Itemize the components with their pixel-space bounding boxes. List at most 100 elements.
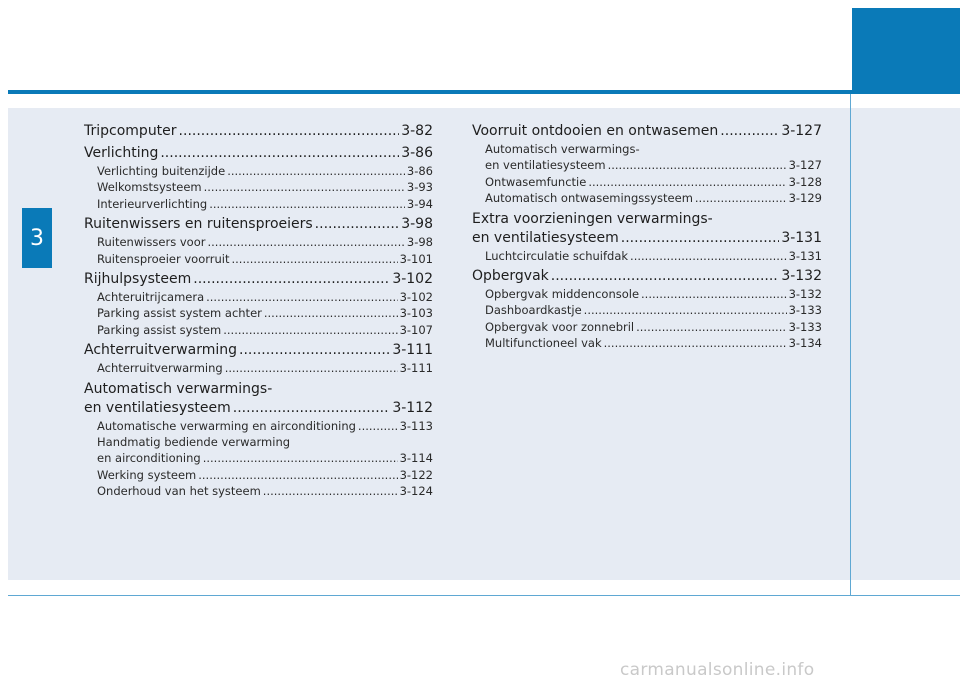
toc-subentry-title: Ruitensproeier voorruit [97, 251, 230, 266]
toc-entry-page: 3-111 [392, 342, 433, 359]
toc-subentry-title: Luchtcirculatie schuifdak [485, 248, 629, 263]
toc-entry-page: 3-132 [781, 268, 822, 285]
toc-subentry-title: Verlichting buitenzijde [97, 164, 226, 178]
toc-subentry[interactable]: Achterruitverwarming 3-111 [84, 360, 433, 376]
toc-entry[interactable]: Verlichting 3-86 [84, 144, 433, 163]
toc-subentry-title: Multifunctioneel vak [485, 336, 602, 351]
toc-subentry-page: 3-86 [406, 164, 433, 178]
toc-subentry-title: Achterruitverwarming [97, 361, 223, 376]
toc-subentry-title: Opbergvak voor zonnebril [485, 319, 635, 334]
toc-subentry-page: 3-133 [788, 303, 822, 318]
toc-subentry-title: Dashboardkastje [485, 303, 582, 318]
toc-subentry-page: 3-94 [406, 196, 433, 211]
toc-subentry[interactable]: Welkomstsysteem 3-93 [84, 179, 433, 195]
chapter-tab: 3 [22, 208, 52, 268]
toc-subentry[interactable]: Opbergvak middenconsole 3-132 [472, 286, 822, 302]
toc-entry-title: en ventilatiesysteem [84, 399, 231, 416]
footer-rule [8, 595, 960, 596]
toc-entry-page: 3-131 [781, 229, 822, 246]
toc-subentry-page: 3-128 [788, 174, 822, 189]
toc-entry[interactable]: Ruitenwissers en ruitensproeiers 3-98 [84, 215, 433, 234]
toc-entry-title: Verlichting [84, 145, 159, 161]
toc-entry[interactable]: Rijhulpsysteem 3-102 [84, 270, 433, 289]
toc-subentry-title: Achteruitrijcamera [97, 290, 205, 305]
toc-subentry-title: Parking assist system achter [97, 306, 262, 321]
toc-entry-title-line: Extra voorzieningen verwarmings- [472, 210, 713, 227]
toc-entry-title-line: Automatisch verwarmings- [84, 380, 273, 397]
toc-subentry-title: en ventilatiesysteem [485, 158, 606, 173]
toc-subentry[interactable]: Parking assist system 3-107 [84, 322, 433, 338]
toc-panel [8, 108, 960, 580]
toc-subentry-title: Werking systeem [97, 467, 197, 482]
toc-subentry-title: Welkomstsysteem [97, 180, 202, 195]
toc-subentry-title: Ontwasemfunctie [485, 174, 587, 189]
toc-subentry[interactable]: en airconditioning 3-114 [84, 450, 433, 466]
toc-subentry[interactable]: Multifunctioneel vak 3-134 [472, 335, 822, 351]
toc-subentry-title: en airconditioning [97, 451, 201, 466]
toc-subentry-title-line: Handmatig bediende verwarming [97, 435, 291, 450]
toc-entry-page: 3-98 [401, 216, 433, 233]
toc-subentry-title: Automatisch ontwasemingssysteem [485, 191, 693, 206]
toc-entry[interactable]: en ventilatiesysteem 3-112 [84, 399, 433, 418]
toc-subentry[interactable]: en ventilatiesysteem 3-127 [472, 157, 822, 173]
toc-subentry[interactable]: Ruitenwissers voor 3-98 [84, 234, 433, 250]
toc-subentry[interactable]: Dashboardkastje 3-133 [472, 302, 822, 318]
toc-entry-title: Opbergvak [472, 268, 549, 285]
toc-entry-title: Tripcomputer [84, 123, 177, 139]
toc-subentry[interactable]: Verlichting buitenzijde 3-86 [84, 163, 433, 179]
toc-subentry[interactable]: Opbergvak voor zonnebril 3-133 [472, 319, 822, 335]
toc-column-left: Tripcomputer 3-82 Verlichting 3-86 Verlich… [84, 122, 433, 500]
toc-entry-page: 3-82 [401, 123, 433, 139]
toc-subentry[interactable]: Parking assist system achter 3-103 [84, 305, 433, 321]
toc-entry-title: Ruitenwissers en ruitensproeiers [84, 216, 313, 233]
toc-column-right: Voorruit ontdooien en ontwasemen 3-127 Au… [472, 122, 822, 352]
toc-subentry-title: Onderhoud van het systeem [97, 484, 261, 499]
toc-subentry-page: 3-132 [788, 287, 822, 302]
toc-entry[interactable]: Achterruitverwarming 3-111 [84, 341, 433, 360]
toc-entry-page: 3-86 [401, 145, 433, 161]
toc-subentry-title-line: Automatisch verwarmings- [485, 142, 640, 156]
toc-subentry-page: 3-134 [788, 336, 822, 351]
toc-entry-title: en ventilatiesysteem [472, 229, 619, 246]
toc-subentry-page: 3-101 [399, 251, 433, 266]
toc-entry[interactable]: Opbergvak 3-132 [472, 267, 822, 286]
header-tab-block [852, 8, 960, 94]
toc-subentry-page: 3-102 [399, 290, 433, 305]
toc-subentry-page: 3-103 [399, 306, 433, 321]
toc-subentry-title: Automatische verwarming en airconditioni… [97, 418, 356, 433]
toc-subentry[interactable]: Werking systeem 3-122 [84, 467, 433, 483]
toc-entry-title: Voorruit ontdooien en ontwasemen [472, 123, 719, 139]
margin-rule [850, 94, 851, 596]
toc-subentry-title: Ruitenwissers voor [97, 235, 206, 250]
toc-subentry-page: 3-113 [399, 418, 433, 433]
toc-subentry-page: 3-107 [399, 322, 433, 337]
toc-subentry-page: 3-129 [788, 191, 822, 206]
toc-subentry-page: 3-114 [399, 451, 433, 466]
toc-subentry[interactable]: Luchtcirculatie schuifdak 3-131 [472, 248, 822, 264]
toc-subentry[interactable]: Interieurverlichting 3-94 [84, 196, 433, 212]
watermark: carmanualsonline.info [620, 660, 815, 680]
toc-subentry[interactable]: Automatische verwarming en airconditioni… [84, 418, 433, 434]
toc-subentry[interactable]: Onderhoud van het systeem 3-124 [84, 483, 433, 499]
toc-entry-title: Rijhulpsysteem [84, 271, 192, 288]
toc-subentry-page: 3-124 [399, 484, 433, 499]
toc-subentry[interactable]: Achteruitrijcamera 3-102 [84, 289, 433, 305]
toc-subentry-title: Opbergvak middenconsole [485, 287, 640, 302]
toc-subentry[interactable]: Automatisch ontwasemingssysteem 3-129 [472, 190, 822, 206]
toc-subentry-page: 3-93 [406, 180, 433, 195]
toc-subentry-page: 3-131 [788, 248, 822, 263]
toc-entry-page: 3-127 [781, 123, 822, 139]
toc-entry[interactable]: en ventilatiesysteem 3-131 [472, 229, 822, 248]
toc-subentry-page: 3-111 [399, 361, 433, 376]
toc-subentry-title: Parking assist system [97, 322, 222, 337]
toc-entry[interactable]: Voorruit ontdooien en ontwasemen 3-127 [472, 122, 822, 141]
toc-subentry-page: 3-127 [788, 158, 822, 173]
toc-subentry-page: 3-133 [788, 319, 822, 334]
toc-subentry[interactable]: Ruitensproeier voorruit 3-101 [84, 251, 433, 267]
toc-entry-page: 3-112 [392, 399, 433, 416]
toc-subentry-page: 3-122 [399, 467, 433, 482]
toc-subentry[interactable]: Ontwasemfunctie 3-128 [472, 174, 822, 190]
toc-entry-page: 3-102 [392, 271, 433, 288]
toc-subentry-page: 3-98 [406, 235, 433, 250]
toc-entry[interactable]: Tripcomputer 3-82 [84, 122, 433, 141]
